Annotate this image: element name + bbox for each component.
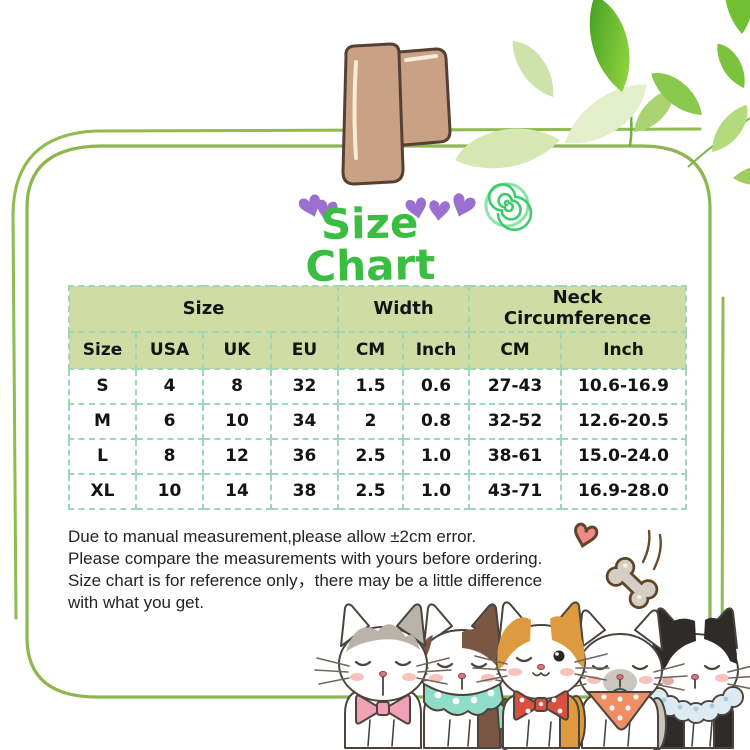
cell: 32-52 xyxy=(468,403,563,440)
cell: 27-43 xyxy=(468,368,563,405)
cell: 1.0 xyxy=(402,473,471,510)
cell: 1.5 xyxy=(337,368,405,405)
motion-lines xyxy=(641,529,662,571)
cell: 16.9-28.0 xyxy=(560,473,688,510)
col-header-width-cm: CM xyxy=(337,331,405,370)
cat-white-gray-muzzle xyxy=(552,609,688,750)
cell: 0.6 xyxy=(402,368,471,405)
group-header-width: Width xyxy=(337,285,471,333)
col-header-neck-cm: CM xyxy=(468,331,563,370)
note-line: Due to manual measurement,please allow ±… xyxy=(68,527,477,546)
cell: 2.5 xyxy=(337,473,405,510)
group-header-neck: Neck Circumference xyxy=(468,285,688,333)
cell: 10.6-16.9 xyxy=(560,368,688,405)
cell: 32 xyxy=(269,368,340,405)
cell: 0.8 xyxy=(402,403,471,440)
col-header-width-inch: Inch xyxy=(402,331,471,370)
table-row-l: L 8 12 36 2.5 1.0 38-61 15.0-24.0 xyxy=(68,438,688,475)
cell: 12 xyxy=(202,438,272,475)
green-spiral-icon xyxy=(484,182,533,232)
cell: 14 xyxy=(202,473,272,510)
cell: 10 xyxy=(202,403,272,440)
table-row-s: S 4 8 32 1.5 0.6 27-43 10.6-16.9 xyxy=(68,368,688,405)
col-header-uk: UK xyxy=(202,331,272,370)
cell: 12.6-20.5 xyxy=(560,403,688,440)
measurement-notes: Due to manual measurement,please allow ±… xyxy=(68,526,548,614)
cat-orange-white xyxy=(472,601,610,749)
cell: 38 xyxy=(269,473,340,510)
note-line: Please compare the measurements with you… xyxy=(68,549,543,568)
cell: 36 xyxy=(269,438,340,475)
size-table: Size Width Neck Circumference Size USA U… xyxy=(67,285,688,510)
cell: L xyxy=(68,438,137,475)
cell: M xyxy=(68,403,137,440)
col-header-size: Size xyxy=(68,331,137,370)
cell: 8 xyxy=(135,438,204,475)
coral-bandana xyxy=(587,691,653,731)
table-row-xl: XL 10 14 38 2.5 1.0 43-71 16.9-28.0 xyxy=(68,473,688,510)
cell: 6 xyxy=(135,403,204,440)
red-dotted-bowtie xyxy=(513,690,569,721)
note-line: Size chart is for reference only，there m… xyxy=(68,571,543,590)
col-header-eu: EU xyxy=(269,331,340,370)
cell: 10 xyxy=(135,473,204,510)
cell: S xyxy=(68,368,137,405)
cell: 15.0-24.0 xyxy=(560,438,688,475)
pink-bowtie xyxy=(355,694,411,725)
cell: 8 xyxy=(202,368,272,405)
cell: 34 xyxy=(269,403,340,440)
cell: 38-61 xyxy=(468,438,563,475)
col-header-usa: USA xyxy=(135,331,204,370)
cell: 1.0 xyxy=(402,438,471,475)
cell: 43-71 xyxy=(468,473,563,510)
cell: 4 xyxy=(135,368,204,405)
cat-gray-white xyxy=(314,603,452,749)
note-line: with what you get. xyxy=(68,593,205,612)
table-row-m: M 6 10 34 2 0.8 32-52 12.6-20.5 xyxy=(68,403,688,440)
col-header-neck-inch: Inch xyxy=(560,331,688,370)
group-header-size: Size xyxy=(67,285,340,333)
dog-bone-icon xyxy=(605,556,659,610)
blue-ruffle-collar xyxy=(647,686,744,724)
cell: 2 xyxy=(337,403,405,440)
cell: 2.5 xyxy=(337,438,405,475)
cell: XL xyxy=(68,473,137,510)
pink-heart-icon xyxy=(574,522,599,549)
